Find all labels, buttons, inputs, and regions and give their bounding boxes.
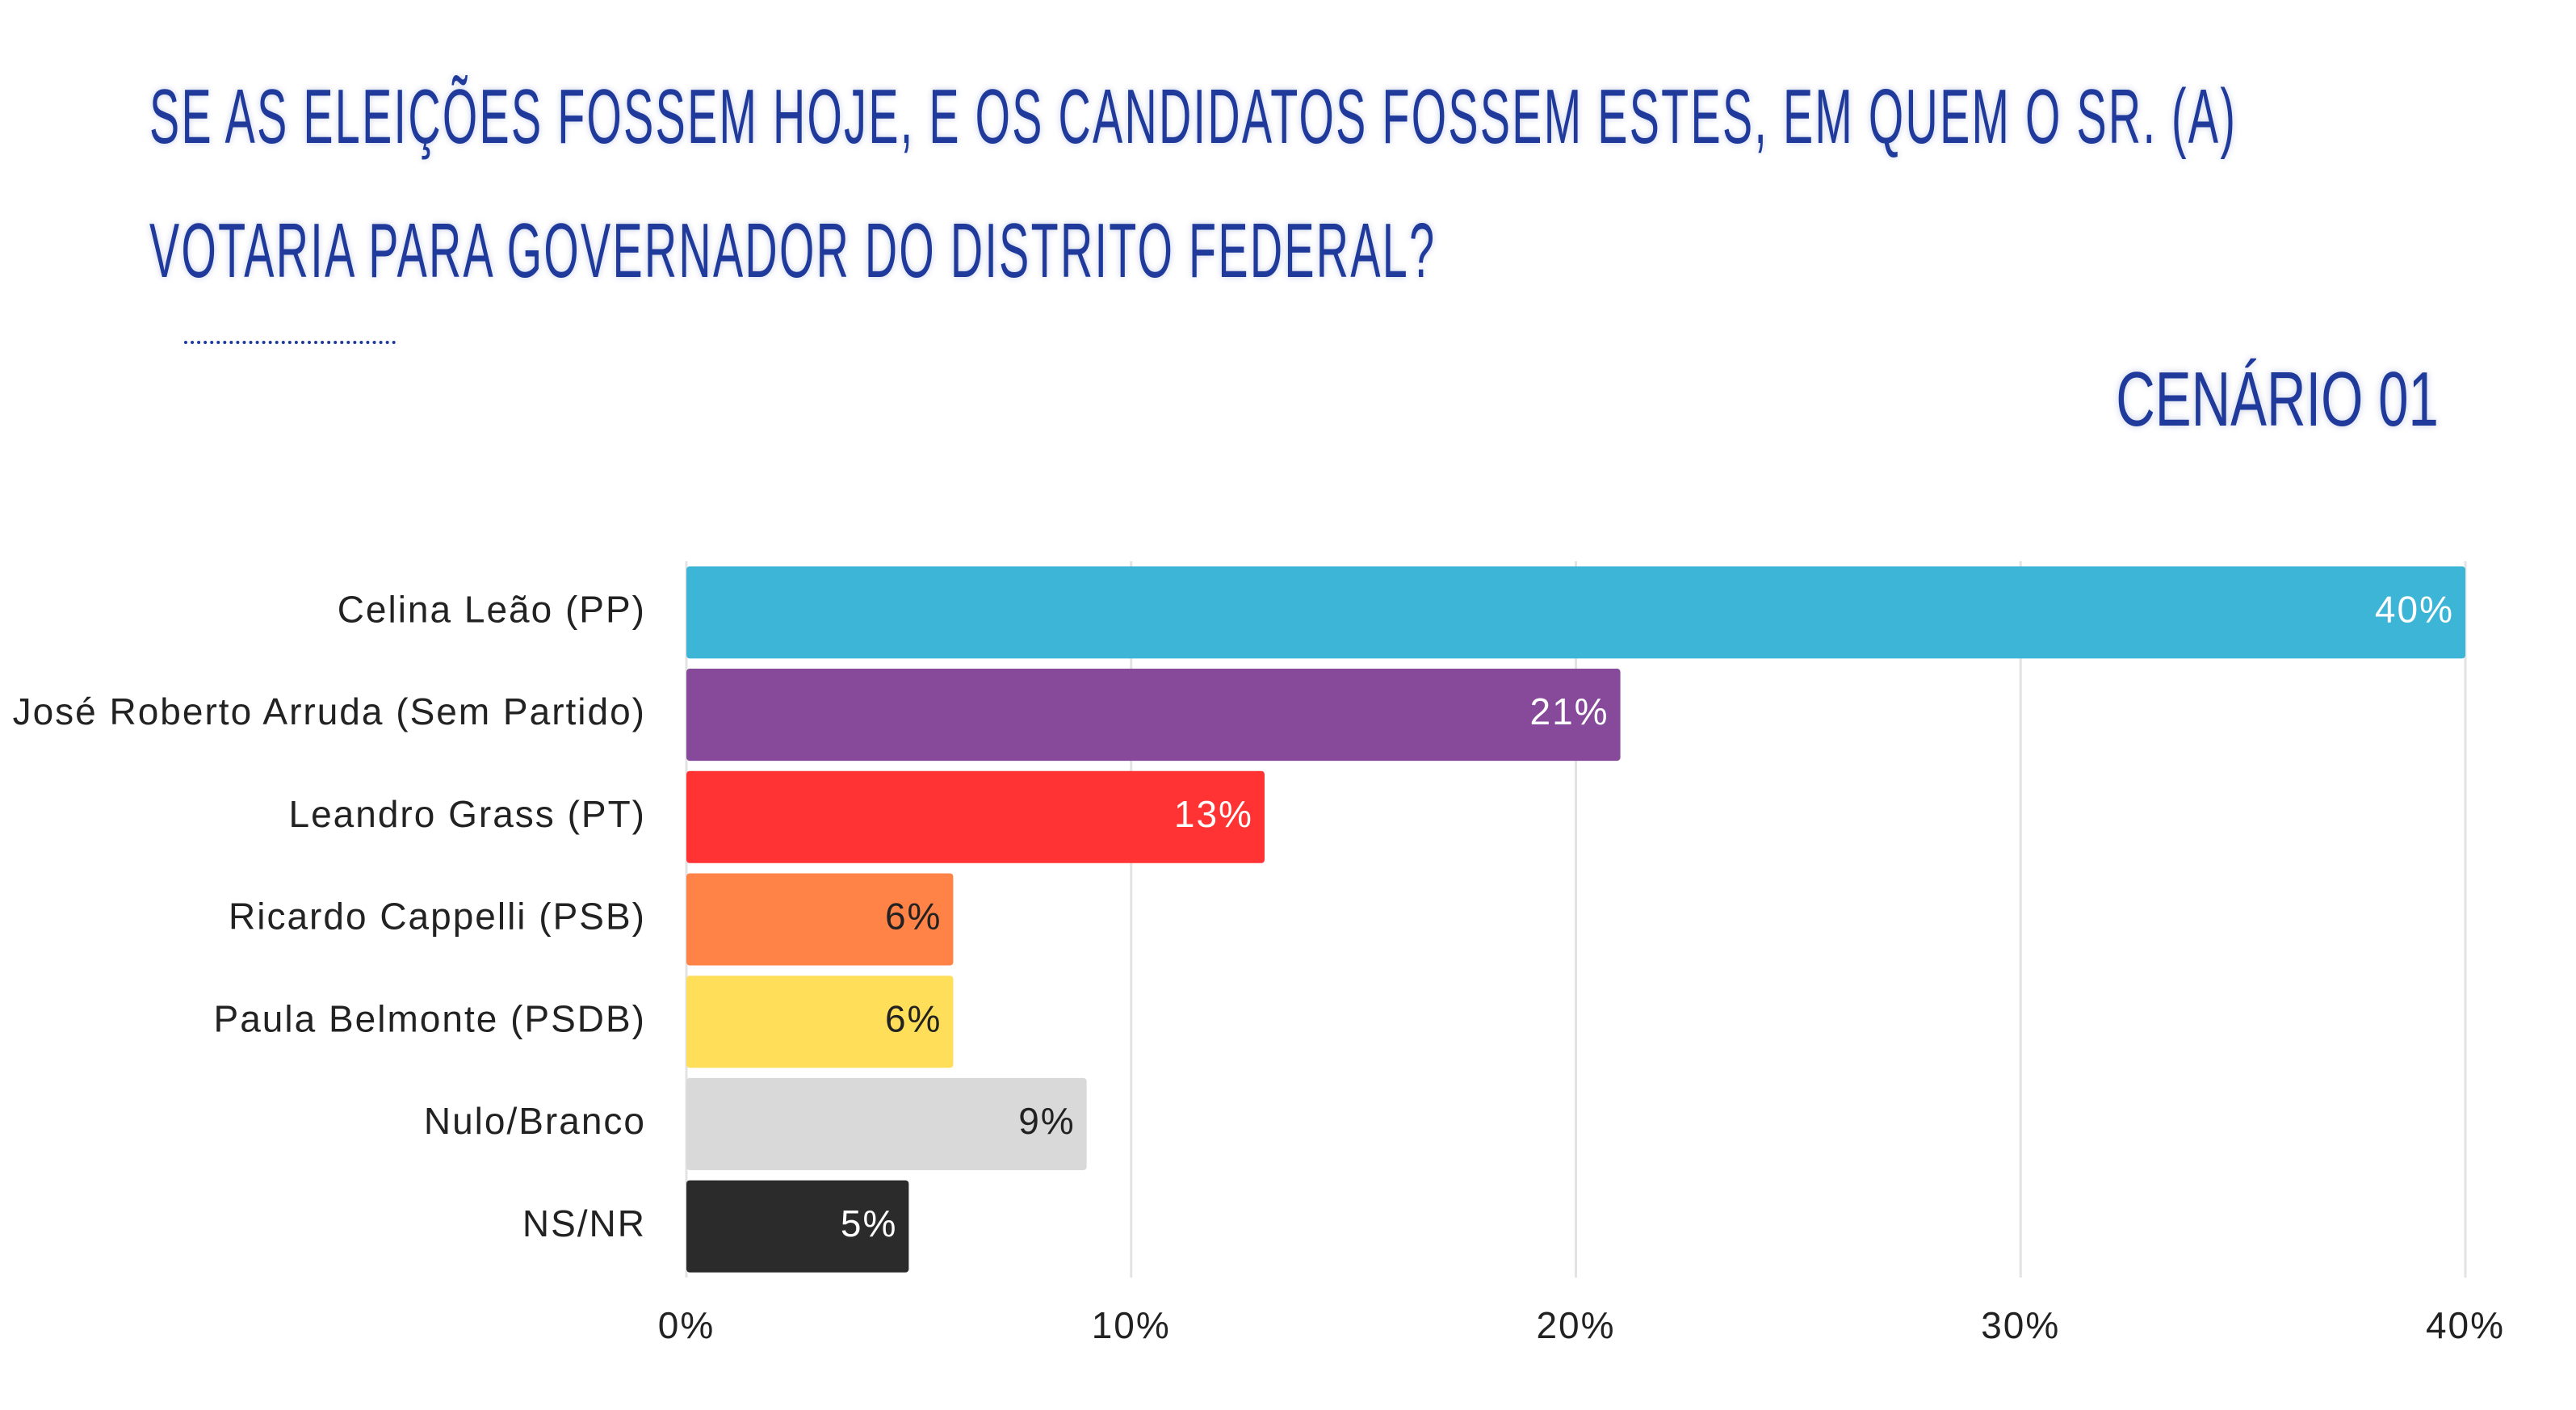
data-label: 21% <box>1529 690 1609 732</box>
y-tick-label: Paula Belmonte (PSDB) <box>214 997 646 1039</box>
x-tick-label: 20% <box>1536 1304 1615 1346</box>
bar <box>686 873 954 966</box>
y-tick-label: Ricardo Cappelli (PSB) <box>229 896 646 938</box>
title-underline <box>184 341 396 344</box>
y-tick-label: Celina Leão (PP) <box>338 589 646 631</box>
bar <box>686 1077 1087 1170</box>
y-tick-label: José Roberto Arruda (Sem Partido) <box>13 690 646 732</box>
chart-subtitle: CENÁRIO 01 <box>2116 356 2439 443</box>
y-tick-label: Nulo/Branco <box>424 1100 646 1142</box>
x-tick-label: 10% <box>1092 1304 1171 1346</box>
data-label: 40% <box>2375 589 2454 631</box>
data-label: 6% <box>885 997 942 1039</box>
x-tick-label: 40% <box>2426 1304 2505 1346</box>
bar <box>686 976 954 1068</box>
bar <box>686 770 1265 863</box>
chart-title: SE AS ELEIÇÕES FOSSEM HOJE, E OS CANDIDA… <box>149 73 2238 294</box>
bar <box>686 1180 909 1273</box>
data-label: 9% <box>1018 1100 1075 1142</box>
y-tick-label: NS/NR <box>522 1202 646 1244</box>
x-tick-label: 30% <box>1981 1304 2060 1346</box>
bar <box>686 669 1621 762</box>
y-tick-label: Leandro Grass (PT) <box>289 793 646 835</box>
bar <box>686 566 2465 659</box>
data-label: 6% <box>885 896 942 938</box>
data-label: 13% <box>1174 793 1253 835</box>
x-tick-label: 0% <box>658 1304 715 1346</box>
data-label: 5% <box>841 1202 897 1244</box>
